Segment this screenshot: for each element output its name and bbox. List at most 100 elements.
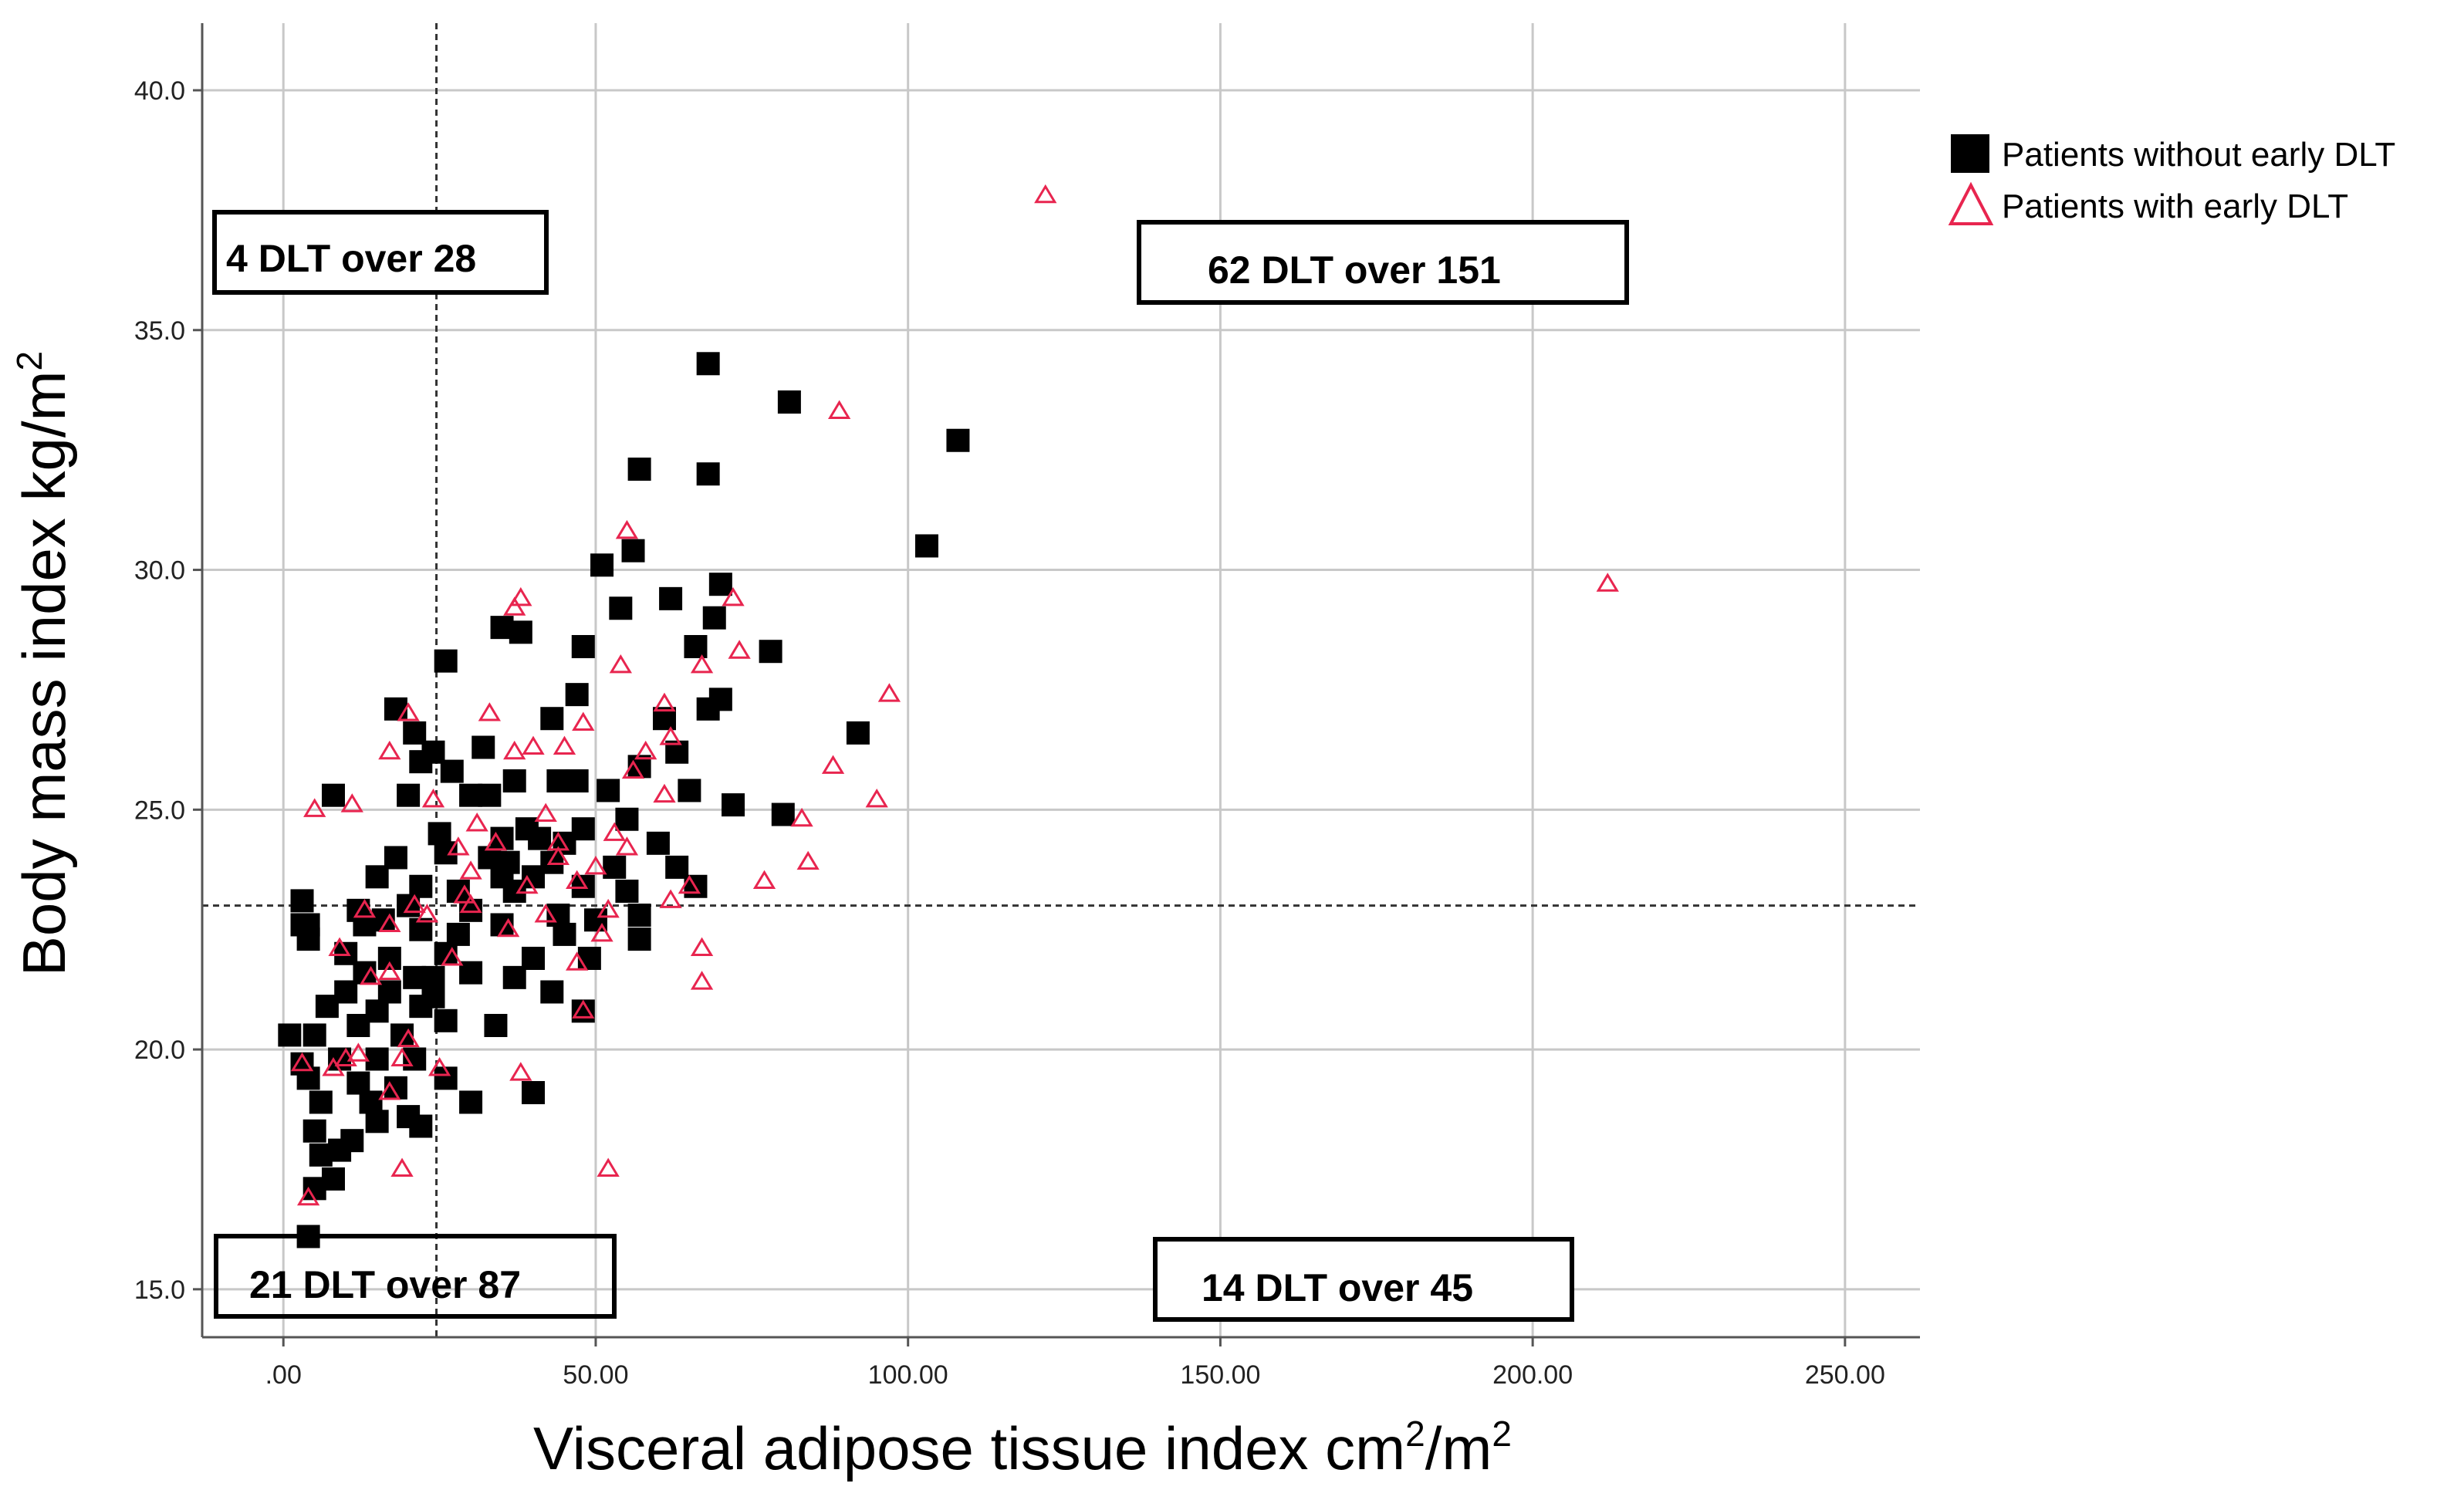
point-without-dlt (702, 606, 726, 630)
point-with-dlt (515, 874, 539, 894)
axes (193, 23, 1920, 1346)
point-with-dlt (441, 947, 464, 966)
point-with-dlt (690, 654, 714, 674)
point-without-dlt (340, 1129, 364, 1153)
annotation-bottom-right: 14 DLT over 45 (1153, 1237, 1574, 1322)
x-tick-label: 150.00 (1180, 1360, 1260, 1390)
point-without-dlt (397, 783, 421, 807)
point-without-dlt (502, 769, 526, 793)
point-without-dlt (615, 807, 639, 831)
point-with-dlt (322, 1057, 345, 1076)
point-with-dlt (378, 961, 401, 981)
y-tick-label: 40.0 (134, 76, 185, 106)
annotation-top-right: 62 DLT over 151 (1137, 220, 1629, 305)
point-without-dlt (615, 879, 639, 903)
point-with-dlt (340, 793, 363, 813)
point-with-dlt (328, 937, 351, 957)
point-without-dlt (722, 793, 745, 817)
annotation-bottom-right-text: 14 DLT over 45 (1202, 1266, 1473, 1309)
point-without-dlt (603, 855, 627, 879)
point-with-dlt (566, 870, 589, 890)
point-without-dlt (659, 586, 683, 610)
point-with-dlt (346, 1042, 370, 1062)
point-with-dlt (690, 937, 714, 957)
annotation-top-right-text: 62 DLT over 151 (1208, 248, 1501, 292)
y-tick-label: 25.0 (134, 796, 185, 825)
point-with-dlt (615, 836, 639, 856)
point-without-dlt (303, 1023, 326, 1047)
point-without-dlt (946, 428, 970, 452)
point-without-dlt (759, 640, 782, 664)
point-without-dlt (496, 850, 520, 874)
point-with-dlt (678, 874, 701, 894)
point-with-dlt (728, 640, 751, 659)
point-without-dlt (502, 965, 526, 989)
point-without-dlt (540, 980, 564, 1004)
point-with-dlt (621, 759, 645, 779)
point-with-dlt (403, 894, 426, 914)
point-with-dlt (752, 870, 776, 890)
point-with-dlt (522, 735, 545, 755)
point-without-dlt (571, 874, 595, 898)
point-with-dlt (465, 813, 488, 832)
point-with-dlt (353, 898, 377, 918)
legend-square-icon (1951, 134, 1989, 173)
point-without-dlt (321, 783, 345, 807)
point-without-dlt (303, 1119, 326, 1143)
point-with-dlt (584, 855, 607, 875)
annotation-top-left: 4 DLT over 28 (212, 210, 549, 295)
point-without-dlt (777, 390, 801, 414)
x-axis-title: Visceral adipose tissue index cm2/m2 (533, 1414, 1512, 1482)
point-with-dlt (359, 965, 383, 985)
point-with-dlt (503, 740, 526, 760)
point-without-dlt (522, 1081, 546, 1105)
point-with-dlt (509, 1062, 532, 1081)
point-with-dlt (659, 889, 682, 908)
point-without-dlt (365, 1110, 389, 1134)
point-without-dlt (565, 683, 589, 707)
point-without-dlt (609, 596, 633, 620)
point-with-dlt (590, 922, 613, 942)
point-with-dlt (1034, 184, 1057, 204)
legend-triangle-icon (1948, 181, 1994, 225)
point-without-dlt (696, 352, 720, 376)
point-with-dlt (296, 1186, 320, 1206)
point-without-dlt (440, 759, 464, 783)
point-without-dlt (278, 1023, 302, 1047)
annotation-bottom-left-text: 21 DLT over 87 (249, 1263, 521, 1306)
point-with-dlt (496, 917, 520, 938)
point-with-dlt (397, 1028, 420, 1048)
point-without-dlt (309, 1090, 333, 1114)
grid-lines (202, 23, 1920, 1337)
point-with-dlt (690, 971, 714, 990)
point-without-dlt (459, 1090, 483, 1114)
point-without-dlt (553, 922, 576, 946)
point-without-dlt (696, 462, 720, 486)
point-with-dlt (290, 1052, 314, 1072)
y-tick-label: 20.0 (134, 1036, 185, 1065)
point-without-dlt (459, 961, 483, 985)
point-without-dlt (384, 697, 407, 721)
point-with-dlt (609, 654, 632, 674)
point-without-dlt (627, 927, 651, 951)
point-without-dlt (421, 965, 445, 989)
y-axis-title-group: Body mass index kg/m2 (9, 351, 78, 976)
x-axis-title-main: Visceral adipose tissue index cm (533, 1414, 1405, 1482)
x-tick-label: 100.00 (868, 1360, 948, 1390)
point-with-dlt (634, 740, 657, 760)
point-with-dlt (877, 683, 901, 702)
x-tick-label: 200.00 (1492, 1360, 1573, 1390)
point-with-dlt (453, 884, 476, 904)
point-without-dlt (315, 995, 339, 1019)
point-with-dlt (534, 904, 557, 923)
point-without-dlt (678, 779, 701, 802)
point-with-dlt (653, 783, 676, 803)
point-without-dlt (646, 831, 670, 855)
point-with-dlt (653, 692, 676, 712)
point-with-dlt (722, 586, 745, 606)
point-with-dlt (378, 913, 401, 932)
point-without-dlt (365, 865, 389, 889)
point-with-dlt (390, 1047, 414, 1067)
point-without-dlt (290, 913, 314, 937)
point-with-dlt (597, 898, 620, 918)
